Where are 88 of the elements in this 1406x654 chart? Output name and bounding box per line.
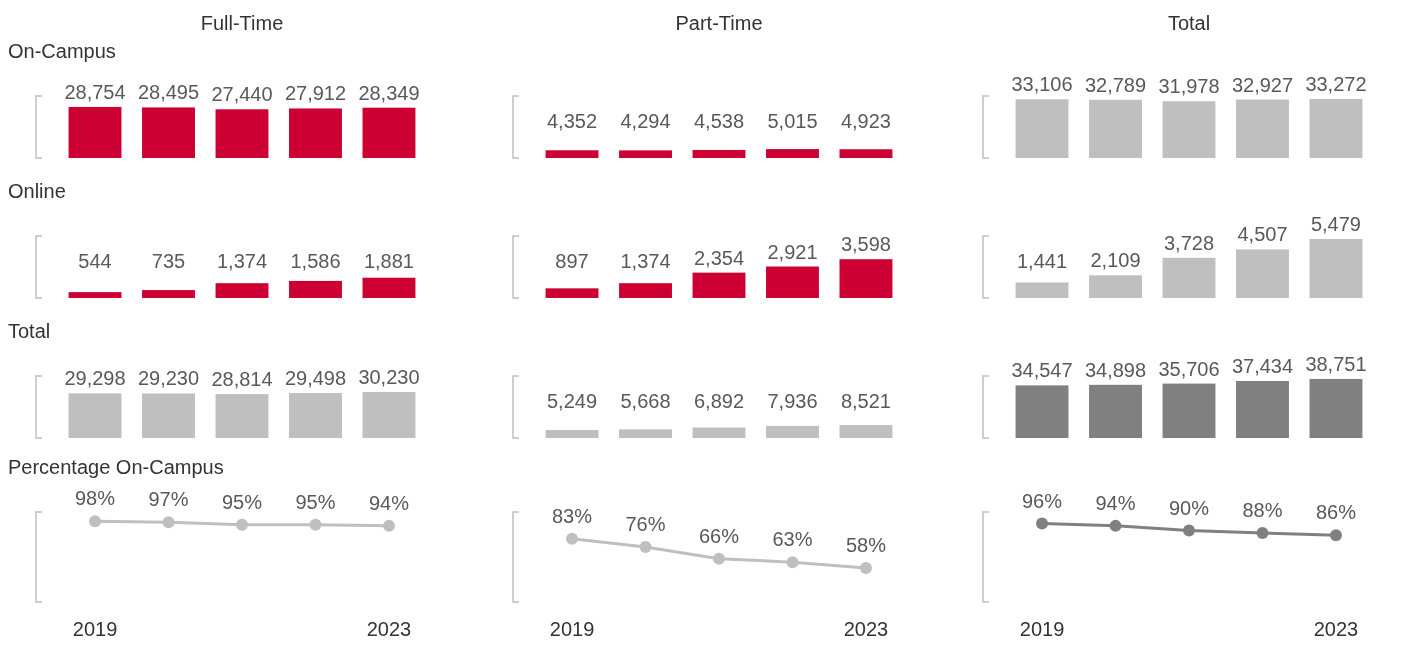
chart-subtitle: Online [8, 180, 66, 202]
data-label: 38,751 [1305, 352, 1367, 375]
data-label: 33,272 [1305, 72, 1367, 95]
bar [142, 290, 195, 298]
bar [1309, 238, 1363, 298]
x-tick-label: 2019 [1019, 618, 1065, 640]
data-label: 28,495 [137, 81, 200, 104]
data-label: 31,978 [1158, 75, 1220, 98]
data-label: 1,374 [620, 250, 671, 272]
data-label: 4,294 [620, 110, 671, 132]
bar [215, 283, 269, 298]
bar [766, 266, 819, 298]
data-label: 4,538 [693, 110, 745, 132]
data-label: 2,921 [767, 240, 818, 263]
chart-title: Part-Time [675, 12, 763, 34]
data-label: 32,789 [1084, 73, 1147, 96]
data-label: 95% [221, 490, 263, 513]
bar [692, 272, 746, 298]
data-label: 66% [698, 524, 740, 547]
data-label: 30,230 [358, 365, 420, 388]
data-label: 3,728 [1163, 231, 1215, 254]
data-label: 96% [1022, 489, 1063, 512]
data-label: 29,498 [284, 367, 347, 390]
chart-subtitle: Total [8, 320, 51, 342]
data-label: 8,521 [840, 390, 891, 412]
data-label: 4,352 [547, 110, 598, 132]
x-tick-label: 2019 [549, 618, 595, 640]
data-label: 29,298 [64, 367, 126, 390]
data-label: 1,881 [363, 250, 414, 272]
bar [289, 280, 342, 298]
data-label: 86% [1315, 501, 1357, 524]
data-label: 32,927 [1231, 73, 1294, 96]
data-label: 35,706 [1158, 357, 1220, 380]
data-label: 735 [151, 250, 186, 272]
bar [68, 292, 122, 298]
data-label: 4,923 [840, 110, 891, 132]
data-label: 7,936 [767, 390, 818, 412]
data-label: 95% [295, 490, 336, 513]
bar [1089, 275, 1142, 298]
bar [1236, 249, 1289, 298]
data-label: 27,440 [211, 83, 273, 106]
data-label: 28,814 [211, 368, 273, 391]
data-label: 544 [78, 250, 112, 272]
bar [1015, 282, 1069, 298]
data-label: 37,434 [1231, 354, 1294, 377]
bar [545, 288, 599, 298]
data-label: 88% [1242, 498, 1283, 521]
data-label: 83% [552, 504, 593, 527]
data-label: 3,598 [840, 233, 891, 256]
data-label: 5,249 [547, 390, 598, 412]
bar [839, 259, 893, 298]
bar [362, 277, 416, 298]
data-label: 90% [1168, 496, 1210, 519]
data-label: 1,441 [1017, 250, 1068, 272]
data-label: 1,374 [216, 250, 268, 272]
data-label: 6,892 [693, 390, 745, 412]
x-tick-label: 2023 [1313, 618, 1359, 640]
data-label: 2,109 [1090, 249, 1141, 272]
data-label: 28,754 [64, 80, 126, 103]
chart-title: Full-Time [200, 12, 284, 34]
chart-title: Total [1167, 12, 1211, 34]
data-label: 33,106 [1011, 73, 1073, 96]
data-label: 897 [555, 250, 589, 272]
data-label: 34,547 [1011, 359, 1073, 382]
bar [619, 283, 672, 298]
data-label: 5,479 [1310, 212, 1361, 235]
data-label: 63% [772, 528, 813, 551]
data-label: 97% [148, 488, 189, 511]
data-label: 58% [845, 534, 887, 557]
data-label: 34,898 [1084, 358, 1147, 381]
data-label: 27,912 [284, 82, 347, 105]
bar [1162, 257, 1216, 298]
data-label: 94% [368, 491, 410, 514]
data-label: 5,015 [767, 110, 818, 132]
data-label: 4,507 [1237, 223, 1288, 246]
x-tick-label: 2023 [366, 618, 412, 640]
x-tick-label: 2023 [843, 618, 889, 640]
data-label: 5,668 [620, 390, 671, 412]
x-tick-label: 2019 [72, 618, 118, 640]
data-label: 98% [75, 487, 116, 510]
data-label: 1,586 [290, 250, 341, 272]
chart-subtitle: Percentage On-Campus [8, 456, 224, 478]
data-label: 76% [625, 512, 666, 535]
data-label: 2,354 [693, 246, 745, 269]
data-label: 29,230 [137, 367, 200, 390]
chart-subtitle: On-Campus [8, 40, 116, 62]
data-label: 28,349 [358, 81, 420, 104]
data-label: 94% [1095, 491, 1136, 514]
